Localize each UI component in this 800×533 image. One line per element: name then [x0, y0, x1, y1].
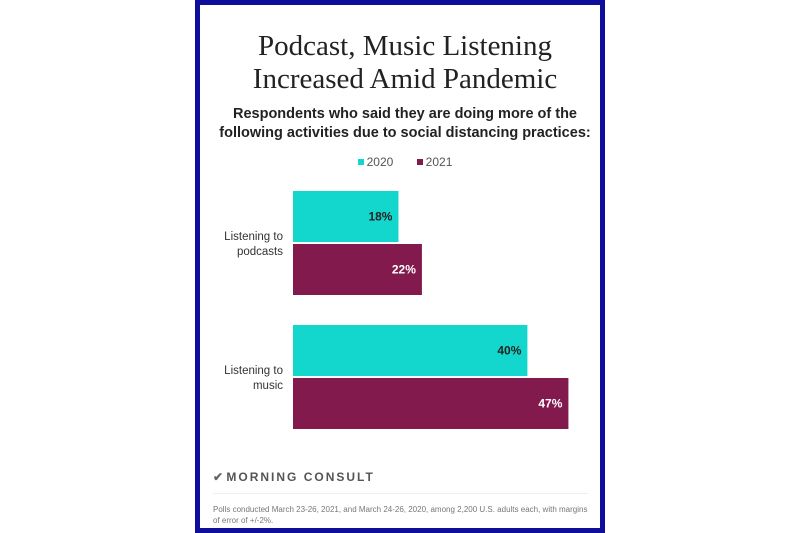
legend-swatch-2020 [357, 159, 364, 165]
legend-item-2020: 2020 [357, 155, 394, 169]
category-label: Listening to [224, 231, 283, 243]
chart-title: Podcast, Music Listening Increased Amid … [252, 30, 558, 95]
divider [213, 493, 588, 494]
category-label: Listening to [224, 365, 283, 377]
bar-2020 [293, 191, 399, 242]
bar-2020 [293, 325, 528, 376]
category-label: music [253, 380, 283, 392]
data-label: 40% [497, 344, 521, 358]
morning-consult-logo-icon: ✔︎ [213, 470, 227, 484]
bar-2021 [293, 244, 422, 295]
category-label: podcasts [237, 246, 283, 258]
data-label: 22% [392, 263, 416, 277]
brand-name: MORNING CONSULT [226, 470, 375, 484]
chart-frame: Podcast, Music Listening Increased Amid … [195, 0, 605, 533]
legend: 2020 2021 [200, 155, 610, 169]
chart-subtitle: Respondents who said they are doing more… [219, 106, 591, 141]
legend-label-2021: 2021 [425, 155, 453, 169]
data-label: 47% [538, 397, 562, 411]
legend-item-2021: 2021 [416, 155, 453, 169]
footnote: Polls conducted March 23-26, 2021, and M… [213, 505, 588, 525]
brand-logo: ✔︎ MORNING CONSULT [213, 470, 375, 484]
bar-2021 [293, 378, 569, 429]
legend-swatch-2021 [416, 159, 423, 165]
legend-label-2020: 2020 [366, 155, 394, 169]
data-label: 18% [368, 210, 392, 224]
